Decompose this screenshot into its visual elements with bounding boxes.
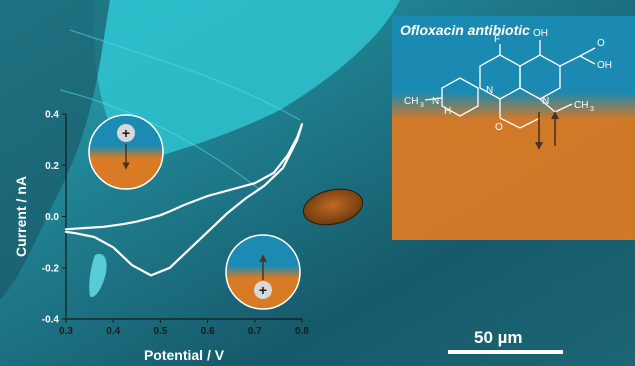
x-tick-label: 0.5 [153,326,167,337]
x-tick-label: 0.4 [106,326,120,337]
molecule-label: O [597,38,605,49]
molecule-label: F [494,34,500,45]
x-tick-label: 0.6 [201,326,215,337]
panel-title: Ofloxacin antibiotic [400,22,530,38]
molecule-label: H [444,106,451,117]
molecule-label: OH [533,28,548,39]
x-tick-label: 0.8 [295,326,309,337]
x-tick-label: 0.7 [248,326,262,337]
molecule-label: O [495,122,503,133]
molecule-label: 3 [420,102,424,109]
molecule-label: CH [404,96,418,107]
molecule-labels: OH O OH F N N N O H CH 3 CH 3 [404,28,612,133]
ion-symbol: + [122,125,130,141]
ion-symbol: + [259,282,267,298]
y-tick-label: -0.2 [42,263,60,274]
y-tick-label: 0.4 [45,110,59,121]
y-axis-label: Current / nA [13,176,29,257]
molecule-label: CH [574,100,588,111]
cyan-surface [93,0,401,165]
surface-texture [59,29,301,191]
molecule-label: 3 [590,106,594,113]
molecule-panel [392,16,635,240]
y-tick-label: -0.4 [42,315,60,326]
debris [89,253,107,298]
particle [302,188,364,226]
y-tick-label: 0.0 [45,212,59,223]
dark-surface [0,0,110,300]
y-tick-label: 0.2 [45,161,59,172]
molecule-label: OH [597,60,612,71]
x-axis-label: Potential / V [144,347,225,363]
inset-circle-1: + [88,114,164,190]
molecule-label: N [486,85,493,96]
molecule-label: N [432,96,439,107]
scale-label: 50 µm [474,328,523,347]
ofloxacin-structure [424,40,596,129]
voltammogram-chart: 0.3 0.4 0.5 0.6 0.7 0.8 -0.4 -0.2 0.0 0.2 0.4 Poten… [13,110,309,364]
inset-circle-2: + [225,234,301,310]
x-tick-label: 0.3 [59,326,73,337]
molecule-label: N [542,96,549,107]
cv-curve [64,123,304,277]
